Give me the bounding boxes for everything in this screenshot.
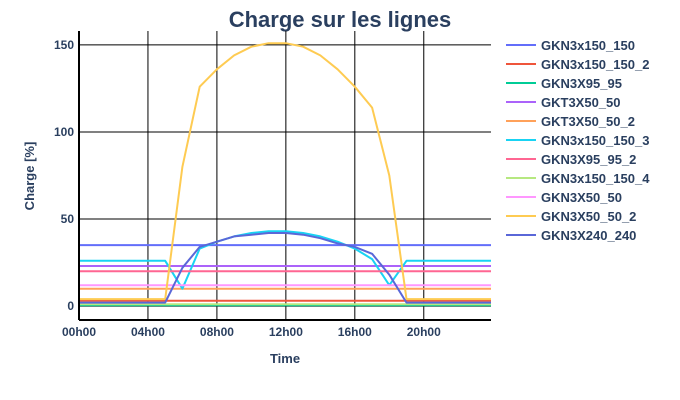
legend-label: GKN3x150_150_3 <box>541 133 649 148</box>
x-tick-label: 08h00 <box>200 325 234 339</box>
legend-item[interactable]: GKN3X95_95 <box>506 76 622 91</box>
legend-item[interactable]: GKN3X50_50_2 <box>506 209 636 224</box>
y-tick-label: 50 <box>61 212 75 226</box>
y-tick-label: 100 <box>54 125 74 139</box>
grid <box>79 31 491 320</box>
y-ticks: 0 50 100 150 <box>54 38 74 313</box>
series-line-gkn3x150-150-3 <box>79 230 491 290</box>
x-tick-label: 20h00 <box>407 325 441 339</box>
legend-label: GKT3X50_50_2 <box>541 114 635 129</box>
series-line-gkn3x50-50-2 <box>79 42 491 301</box>
legend-label: GKN3X50_50_2 <box>541 209 636 224</box>
x-tick-label: 04h00 <box>131 325 165 339</box>
series-line-gkn3x240-240 <box>79 232 491 304</box>
x-tick-label: 12h00 <box>269 325 303 339</box>
legend-label: GKN3X240_240 <box>541 228 636 243</box>
x-axis-title: Time <box>270 351 300 366</box>
chart-title: Charge sur les lignes <box>229 7 452 32</box>
legend-item[interactable]: GKN3X95_95_2 <box>506 152 636 167</box>
y-axis-title: Charge [%] <box>22 142 37 211</box>
legend-label: GKN3X95_95_2 <box>541 152 636 167</box>
legend-label: GKN3x150_150 <box>541 38 635 53</box>
axes <box>78 31 491 321</box>
legend-label: GKN3x150_150_2 <box>541 57 649 72</box>
y-tick-label: 0 <box>67 299 74 313</box>
legend[interactable]: GKN3x150_150 GKN3x150_150_2 GKN3X95_95 GKT3… <box>506 38 650 243</box>
legend-item[interactable]: GKT3X50_50_2 <box>506 114 635 129</box>
legend-label: GKN3X95_95 <box>541 76 622 91</box>
series-lines <box>79 42 491 307</box>
x-tick-label: 00h00 <box>62 325 96 339</box>
x-ticks: 00h00 04h00 08h00 12h00 16h00 20h00 <box>62 325 441 339</box>
legend-label: GKN3x150_150_4 <box>541 171 650 186</box>
legend-item[interactable]: GKN3X50_50 <box>506 190 622 205</box>
legend-item[interactable]: GKN3x150_150_2 <box>506 57 649 72</box>
legend-item[interactable]: GKT3X50_50 <box>506 95 621 110</box>
legend-item[interactable]: GKN3x150_150_3 <box>506 133 649 148</box>
legend-label: GKT3X50_50 <box>541 95 621 110</box>
legend-item[interactable]: GKN3x150_150_4 <box>506 171 650 186</box>
y-tick-label: 150 <box>54 38 74 52</box>
legend-item[interactable]: GKN3x150_150 <box>506 38 635 53</box>
x-tick-label: 16h00 <box>338 325 372 339</box>
legend-label: GKN3X50_50 <box>541 190 622 205</box>
legend-item[interactable]: GKN3X240_240 <box>506 228 636 243</box>
